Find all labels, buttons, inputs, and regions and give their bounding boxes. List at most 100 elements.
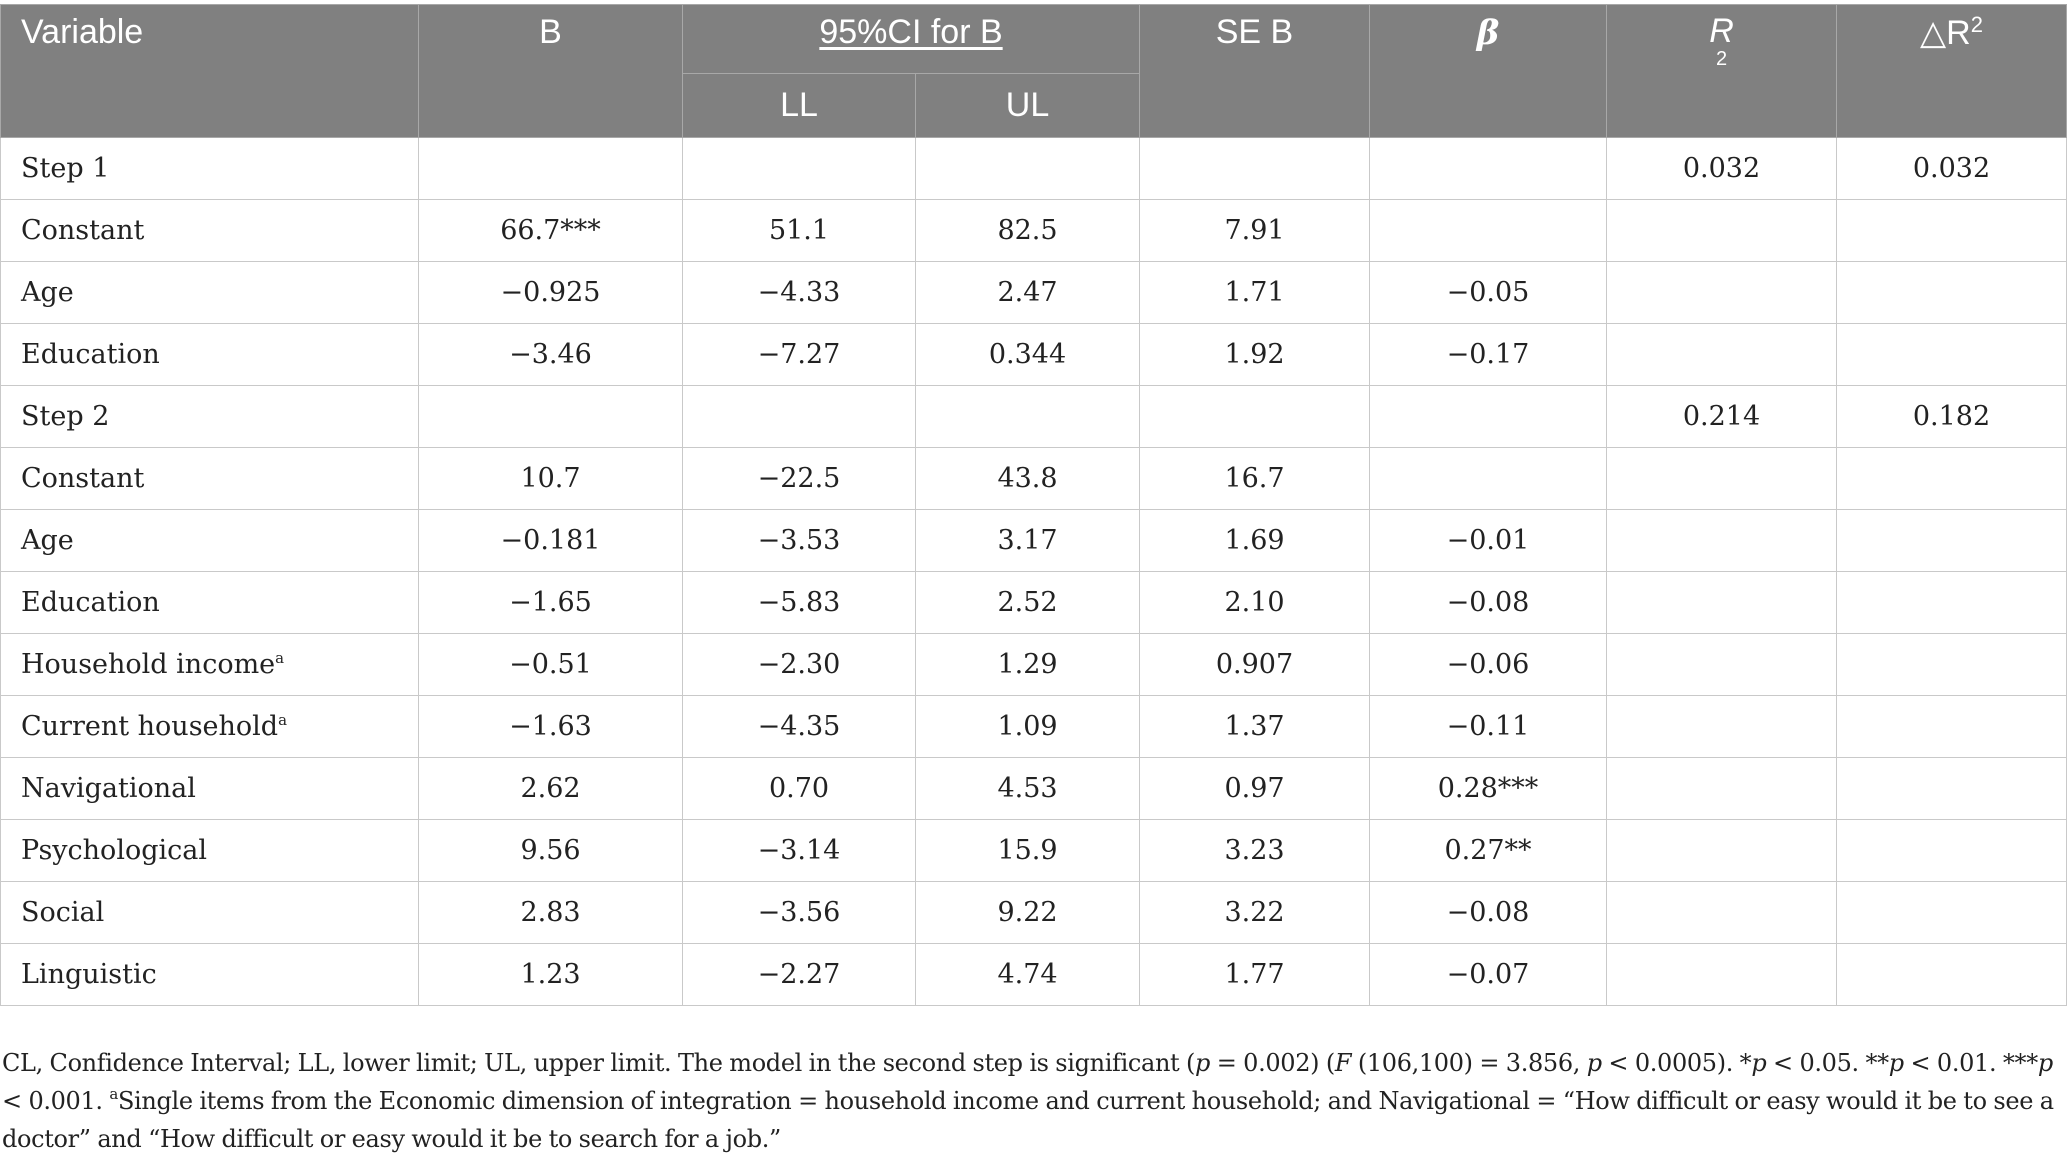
cell-delta-r2 xyxy=(1836,199,2067,262)
cell-se: 0.907 xyxy=(1139,633,1370,696)
cell-ll: −2.30 xyxy=(682,633,916,696)
cell-r2 xyxy=(1606,323,1837,386)
header-se: SE B xyxy=(1139,4,1370,138)
cell-delta-r2 xyxy=(1836,509,2067,572)
header-delta-r2: △R2 xyxy=(1836,4,2067,138)
footnote-italic-p: p xyxy=(1888,1049,1904,1077)
cell-ll: −22.5 xyxy=(682,447,916,510)
footnote-text: = 0.002) ( xyxy=(1210,1049,1335,1077)
cell-se: 1.92 xyxy=(1139,323,1370,386)
header-ll: LL xyxy=(682,73,916,138)
cell-r2 xyxy=(1606,633,1837,696)
cell-r2 xyxy=(1606,261,1837,324)
cell-ll: −3.53 xyxy=(682,509,916,572)
variable-label: Education xyxy=(21,339,160,370)
variable-label: Age xyxy=(21,277,74,308)
table-row: Constant 66.7*** 51.1 82.5 7.91 xyxy=(0,199,2067,262)
table-row: Age −0.925 −4.33 2.47 1.71 −0.05 xyxy=(0,261,2067,324)
variable-label: Constant xyxy=(21,215,145,246)
cell-beta: −0.11 xyxy=(1369,695,1607,758)
footnote-italic-f: F xyxy=(1334,1049,1352,1077)
cell-delta-r2 xyxy=(1836,943,2067,1006)
cell-beta: −0.01 xyxy=(1369,509,1607,572)
footnote-text: Single items from the Economic dimension… xyxy=(2,1087,2054,1153)
variable-footnote-marker: a xyxy=(275,649,285,667)
cell-b: 66.7*** xyxy=(418,199,683,262)
cell-variable: Step 1 xyxy=(0,137,419,200)
header-delta-r2-sup: 2 xyxy=(1970,12,1983,37)
cell-delta-r2 xyxy=(1836,571,2067,634)
cell-ll: −7.27 xyxy=(682,323,916,386)
header-delta-r2-main: △R xyxy=(1920,14,1971,52)
cell-ll: −3.56 xyxy=(682,881,916,944)
table-row: Education −1.65 −5.83 2.52 2.10 −0.08 xyxy=(0,571,2067,634)
cell-b: −1.65 xyxy=(418,571,683,634)
footnote-italic-p: p xyxy=(1586,1049,1602,1077)
cell-ul: 2.52 xyxy=(915,571,1140,634)
cell-delta-r2 xyxy=(1836,261,2067,324)
cell-b xyxy=(418,137,683,200)
cell-b: −3.46 xyxy=(418,323,683,386)
cell-r2 xyxy=(1606,819,1837,882)
cell-beta xyxy=(1369,137,1607,200)
cell-se: 1.71 xyxy=(1139,261,1370,324)
cell-ul: 1.09 xyxy=(915,695,1140,758)
cell-ul: 1.29 xyxy=(915,633,1140,696)
header-beta-label: β xyxy=(1476,13,1500,53)
cell-r2 xyxy=(1606,695,1837,758)
cell-beta: −0.06 xyxy=(1369,633,1607,696)
cell-ll: 0.70 xyxy=(682,757,916,820)
cell-se: 2.10 xyxy=(1139,571,1370,634)
footnote-italic-p: p xyxy=(1751,1049,1767,1077)
table-row: Current householda −1.63 −4.35 1.09 1.37 −0.1… xyxy=(0,695,2067,758)
table-row: Age −0.181 −3.53 3.17 1.69 −0.01 xyxy=(0,509,2067,572)
cell-se: 3.23 xyxy=(1139,819,1370,882)
footnote-text: (106,100) = 3.856, xyxy=(1351,1049,1587,1077)
table-row: Linguistic 1.23 −2.27 4.74 1.77 −0.07 xyxy=(0,943,2067,1006)
table-row: Step 2 0.214 0.182 xyxy=(0,385,2067,448)
variable-label: Household income xyxy=(21,649,276,680)
cell-variable: Navigational xyxy=(0,757,419,820)
variable-label: Social xyxy=(21,897,105,928)
variable-label: Linguistic xyxy=(21,959,157,990)
cell-b: −0.925 xyxy=(418,261,683,324)
table-body: Step 1 0.032 0.032 Constant 66.7*** 51.1 82.5 7… xyxy=(0,137,2067,1006)
cell-ll: −3.14 xyxy=(682,819,916,882)
variable-label: Constant xyxy=(21,463,145,494)
cell-delta-r2 xyxy=(1836,881,2067,944)
cell-b: 2.83 xyxy=(418,881,683,944)
cell-ul: 15.9 xyxy=(915,819,1140,882)
cell-variable: Education xyxy=(0,571,419,634)
header-b: B xyxy=(418,4,683,138)
cell-b: −1.63 xyxy=(418,695,683,758)
table-row: Navigational 2.62 0.70 4.53 0.97 0.28*** xyxy=(0,757,2067,820)
table-row: Social 2.83 −3.56 9.22 3.22 −0.08 xyxy=(0,881,2067,944)
cell-beta xyxy=(1369,199,1607,262)
table-row: Education −3.46 −7.27 0.344 1.92 −0.17 xyxy=(0,323,2067,386)
footnote-italic-p: p xyxy=(2037,1049,2053,1077)
cell-ul: 0.344 xyxy=(915,323,1140,386)
table-row: Constant 10.7 −22.5 43.8 16.7 xyxy=(0,447,2067,510)
cell-ll: −2.27 xyxy=(682,943,916,1006)
cell-r2 xyxy=(1606,571,1837,634)
cell-ll xyxy=(682,385,916,448)
cell-delta-r2 xyxy=(1836,447,2067,510)
cell-ul xyxy=(915,137,1140,200)
table-row: Household incomea −0.51 −2.30 1.29 0.907 −0.0… xyxy=(0,633,2067,696)
header-r2-sub: 2 xyxy=(1715,48,1728,70)
cell-se: 1.77 xyxy=(1139,943,1370,1006)
cell-b: −0.181 xyxy=(418,509,683,572)
cell-ll: −5.83 xyxy=(682,571,916,634)
cell-variable: Psychological xyxy=(0,819,419,882)
footnote-italic-p: p xyxy=(1195,1049,1211,1077)
cell-ul xyxy=(915,385,1140,448)
cell-se: 1.69 xyxy=(1139,509,1370,572)
variable-label: Step 1 xyxy=(21,153,110,184)
variable-footnote-marker: a xyxy=(278,711,288,729)
variable-label: Age xyxy=(21,525,74,556)
cell-beta: −0.08 xyxy=(1369,571,1607,634)
cell-se: 0.97 xyxy=(1139,757,1370,820)
cell-delta-r2 xyxy=(1836,695,2067,758)
cell-ul: 3.17 xyxy=(915,509,1140,572)
